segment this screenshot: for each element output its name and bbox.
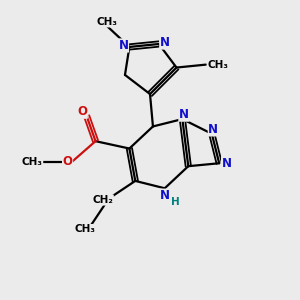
Text: N: N	[160, 36, 170, 49]
Text: N: N	[208, 123, 218, 136]
Text: CH₃: CH₃	[75, 224, 96, 235]
Text: N: N	[160, 189, 170, 202]
Text: CH₃: CH₃	[207, 60, 228, 70]
Text: CH₃: CH₃	[97, 17, 118, 27]
Text: N: N	[179, 108, 189, 121]
Text: CH₂: CH₂	[92, 195, 113, 205]
Text: N: N	[118, 39, 128, 52]
Text: N: N	[222, 157, 232, 170]
Text: CH₃: CH₃	[22, 157, 43, 167]
Text: O: O	[77, 105, 87, 118]
Text: O: O	[63, 155, 73, 168]
Text: H: H	[171, 196, 179, 206]
